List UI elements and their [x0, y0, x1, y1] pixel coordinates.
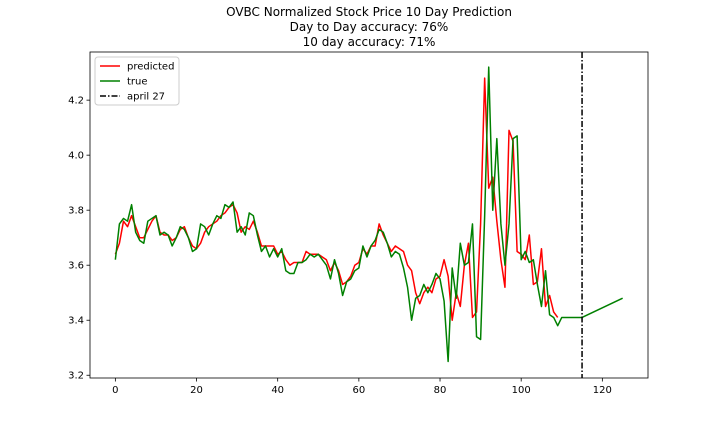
x-tick-label-40: 40	[271, 385, 284, 396]
y-tick-label-2: 3.6	[68, 261, 84, 272]
y-tick-label-1: 3.4	[68, 316, 84, 327]
x-tick-label-80: 80	[434, 385, 447, 396]
legend-label-predicted: predicted	[127, 62, 174, 73]
legend-label-true: true	[127, 77, 148, 88]
x-tick-label-0: 0	[112, 385, 118, 396]
axes-frame	[89, 51, 649, 379]
y-tick-label-5: 4.2	[68, 96, 84, 107]
x-tick-label-100: 100	[512, 385, 531, 396]
x-tick-label-20: 20	[190, 385, 203, 396]
y-tick-label-4: 4.0	[68, 151, 84, 162]
chart-title-line-3: 10 day accuracy: 71%	[303, 35, 436, 49]
x-tick-label-60: 60	[352, 385, 365, 396]
y-tick-label-3: 3.8	[68, 206, 84, 217]
y-tick-label-0: 3.2	[68, 371, 84, 382]
series-line-true	[114, 66, 623, 363]
legend-label-april-27: april 27	[127, 92, 165, 103]
legend-box	[94, 56, 180, 106]
chart-title-line-1: OVBC Normalized Stock Price 10 Day Predi…	[226, 5, 512, 19]
x-tick-label-120: 120	[593, 385, 612, 396]
plot-area: 0 20 40 60 80 100 120 3.2 3.4 3.6 3.8 4.0 4.2	[68, 52, 623, 396]
legend: predicted true april 27	[94, 56, 180, 106]
chart-title-line-2: Day to Day accuracy: 76%	[290, 20, 449, 34]
